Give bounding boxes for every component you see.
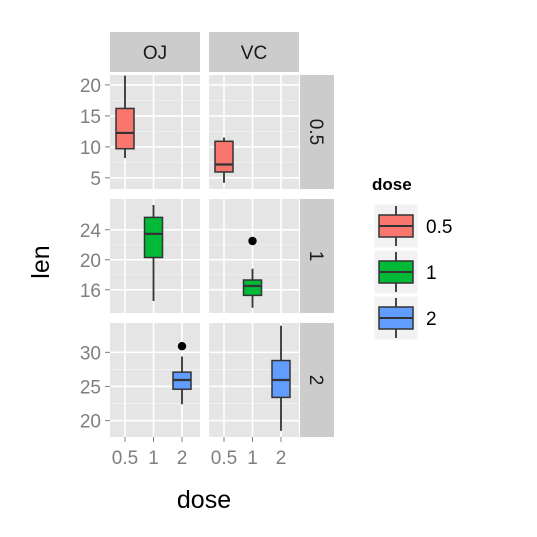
box-outlier	[248, 236, 257, 246]
y-tick-label: 10	[80, 138, 101, 159]
facet-strip-row-0	[300, 75, 334, 189]
y-tick-label: 20	[80, 251, 101, 272]
facet-strip-row-label: 2	[305, 375, 326, 386]
legend-item-label: 0.5	[426, 217, 452, 238]
box-body	[214, 140, 234, 173]
y-tick-label: 20	[80, 76, 101, 97]
facet-strip-row-label: 0.5	[305, 119, 326, 145]
y-tick-label: 20	[80, 412, 101, 433]
panel-oj-1	[110, 199, 200, 313]
box-oj-dose-0.5	[115, 75, 135, 159]
panel-vc-1	[209, 199, 299, 313]
legend-item: 1	[373, 249, 437, 295]
legend-item-label: 2	[426, 309, 437, 330]
legend-title: dose	[372, 175, 412, 194]
facet-strip-row-label: 1	[305, 251, 326, 262]
strips-layer: OJ VC 0.5 1 2	[110, 32, 334, 437]
facet-strip-label: OJ	[143, 43, 167, 64]
facet-strip-label: VC	[241, 43, 267, 64]
y-tick-label: 16	[80, 281, 101, 302]
box-vc-dose-2	[271, 325, 291, 431]
y-tick-label: 24	[80, 221, 102, 242]
legend-item: 0.5	[373, 203, 452, 249]
y-axis-title: len	[27, 245, 55, 278]
box-oj-dose-1	[143, 205, 164, 301]
legend-item-label: 1	[426, 263, 437, 284]
x-tick-label: 1	[247, 448, 258, 469]
facet-strip-oj	[110, 32, 200, 72]
y-tick-label: 30	[80, 343, 101, 364]
y-tick-label: 15	[80, 107, 101, 128]
x-axis-title: dose	[177, 486, 231, 514]
box-body	[143, 216, 164, 259]
y-tick-label: 25	[80, 377, 101, 398]
facet-strip-vc	[209, 32, 299, 72]
y-tick-label: 5	[90, 169, 101, 190]
x-tick-label: 1	[148, 448, 159, 469]
legend-item: 2	[373, 295, 437, 341]
box-outlier	[177, 342, 187, 351]
box-body	[242, 279, 263, 297]
panel-oj-0	[110, 75, 200, 189]
x-tick-label: 2	[276, 448, 287, 469]
box-oj-dose-2	[172, 342, 192, 405]
x-tick-label: 0.5	[211, 448, 237, 469]
facet-strip-row-2	[300, 323, 334, 437]
x-tick-label: 2	[177, 448, 188, 469]
panel-vc-0	[209, 75, 299, 189]
panels-layer	[110, 75, 299, 437]
panel-oj-2	[110, 323, 200, 437]
box-body	[115, 107, 135, 150]
box-vc-dose-0.5	[214, 137, 234, 183]
box-vc-dose-1	[242, 236, 263, 308]
x-tick-label: 0.5	[112, 448, 138, 469]
legend: dose 0.5 1 2	[372, 175, 452, 341]
panel-vc-2	[209, 323, 299, 437]
facet-strip-row-1	[300, 199, 334, 313]
